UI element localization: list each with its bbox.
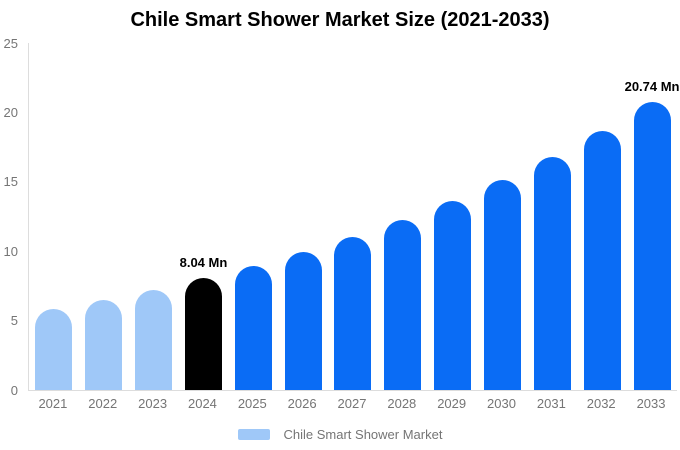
plot-area: 8.04 Mn 20.74 Mn [28, 43, 680, 391]
bar-slot [228, 43, 278, 390]
bar-slot [328, 43, 378, 390]
bar-2025 [234, 266, 272, 390]
bar-slot [378, 43, 428, 390]
x-axis-label-2026: 2026 [287, 396, 317, 411]
legend-label: Chile Smart Shower Market [283, 427, 443, 442]
bar-2030 [484, 180, 522, 390]
x-axis: 2021 2022 2023 2024 2025 2026 2027 2028 2029 2030… [28, 396, 676, 412]
bar-value-label-2024: 8.04 Mn [179, 255, 228, 271]
bar-2022 [85, 299, 123, 390]
bar-2021 [35, 308, 73, 390]
bar-slot [478, 43, 528, 390]
x-axis-label-2032: 2032 [586, 396, 616, 411]
x-axis-label-2024: 2024 [187, 396, 217, 411]
x-axis-label-2025: 2025 [237, 396, 267, 411]
x-axis-label-2031: 2031 [536, 396, 566, 411]
bar-slot [79, 43, 129, 390]
bar-2033 [633, 102, 671, 390]
bar-slot: 20.74 Mn [624, 43, 680, 390]
x-axis-label-2028: 2028 [387, 396, 417, 411]
bar-2023 [135, 289, 173, 390]
bar-slot [428, 43, 478, 390]
bar-slot [527, 43, 577, 390]
x-axis-label-2030: 2030 [487, 396, 516, 411]
y-axis-tick-label: 0 [10, 382, 18, 398]
x-axis-label-2027: 2027 [337, 396, 367, 411]
bar-slot: 8.04 Mn [179, 43, 229, 390]
bar-2026 [284, 252, 322, 390]
bar-2031 [533, 156, 571, 390]
legend-swatch-icon [237, 429, 270, 440]
bar-slot [29, 43, 79, 390]
x-axis-label-2022: 2022 [88, 396, 118, 411]
y-axis: 0 5 10 15 20 25 [0, 0, 20, 450]
x-axis-label-2033: 2033 [636, 396, 666, 411]
bar-2024 [184, 278, 222, 390]
y-axis-tick-label: 25 [3, 35, 18, 51]
bar-slot [129, 43, 179, 390]
bar-slot [278, 43, 328, 390]
y-axis-tick-label: 5 [10, 313, 18, 329]
bar-2027 [334, 236, 372, 390]
x-axis-label-2021: 2021 [38, 396, 68, 411]
bar-2032 [583, 130, 621, 390]
bar-2028 [384, 219, 422, 390]
x-axis-label-2029: 2029 [437, 396, 467, 411]
legend-item[interactable]: Chile Smart Shower Market [0, 427, 680, 442]
x-axis-label-2023: 2023 [138, 396, 168, 411]
chart-title: Chile Smart Shower Market Size (2021-203… [130, 9, 550, 31]
y-axis-tick-label: 10 [3, 243, 18, 259]
y-axis-tick-label: 15 [3, 174, 18, 190]
bar-2029 [434, 201, 472, 390]
y-axis-tick-label: 20 [3, 104, 18, 120]
bar-slot [577, 43, 627, 390]
bar-value-label-2033: 20.74 Mn [624, 79, 680, 95]
